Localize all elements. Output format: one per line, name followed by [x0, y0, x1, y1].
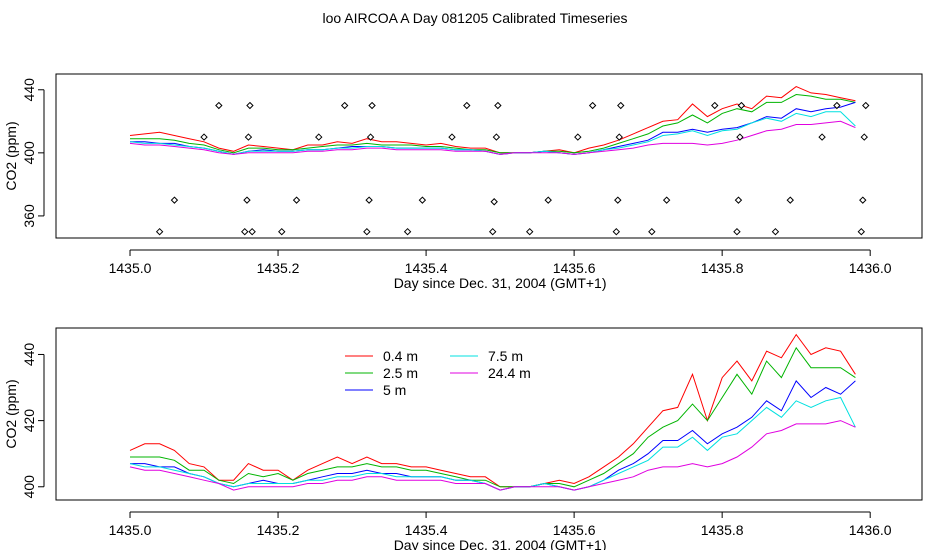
calibration-marker — [737, 101, 746, 110]
x-tick-label: 1435.0 — [109, 522, 152, 538]
calibration-marker — [574, 133, 582, 141]
calibration-marker — [818, 133, 826, 141]
calibration-marker — [615, 133, 623, 141]
calibration-marker — [786, 196, 794, 204]
calibration-marker — [860, 133, 868, 141]
calibration-marker — [241, 227, 249, 236]
calibration-marker — [859, 196, 867, 204]
calibration-marker — [243, 196, 251, 204]
calibration-marker — [544, 196, 552, 204]
calibration-marker — [526, 227, 534, 236]
calibration-marker — [648, 227, 656, 236]
legend-label: 2.5 m — [383, 365, 418, 381]
calibration-marker — [492, 133, 501, 141]
chart-panel-1: 1435.0 1435.2 1435.4 1435.6 1435.8 1436.0 Day … — [3, 73, 923, 291]
chart-main-title: loo AIRCOA A Day 081205 Calibrated Times… — [322, 10, 628, 26]
series-line-7-5-m — [129, 396, 856, 491]
calibration-marker — [463, 101, 471, 110]
plot-frame — [55, 73, 923, 239]
calibration-marker — [246, 101, 254, 110]
x-tick-label: 1436.0 — [849, 260, 892, 276]
calibration-marker — [734, 196, 743, 204]
calibration-marker — [340, 101, 349, 110]
calibration-marker — [490, 198, 498, 206]
calibration-marker — [418, 196, 427, 204]
calibration-marker — [614, 196, 622, 204]
calibration-marker — [248, 227, 256, 236]
calibration-marker — [771, 227, 780, 236]
calibration-marker — [857, 227, 866, 236]
legend: 0.4 m2.5 m5 m 7.5 m24.4 m — [345, 348, 531, 398]
x-tick-label: 1435.8 — [701, 522, 744, 538]
calibration-marker — [617, 101, 625, 110]
y-tick-label: 440 — [21, 78, 37, 102]
x-tick-label: 1435.2 — [257, 522, 300, 538]
y-tick-label: 360 — [21, 204, 37, 228]
y-tick-label: 400 — [21, 141, 37, 165]
series-line-24-4-m — [129, 420, 856, 491]
calibration-marker — [662, 196, 671, 204]
calibration-marker — [711, 101, 719, 110]
series-line-0-4-m — [129, 333, 856, 488]
x-tick-label: 1435.4 — [405, 522, 448, 538]
legend-label: 7.5 m — [488, 348, 523, 364]
x-axis-title: Day since Dec. 31, 2004 (GMT+1) — [394, 537, 607, 550]
calibration-marker — [588, 101, 597, 110]
legend-label: 0.4 m — [383, 348, 418, 364]
x-tick-label: 1435.4 — [405, 260, 448, 276]
y-axis-title: CO2 (ppm) — [3, 121, 19, 190]
plot-frame — [55, 327, 923, 501]
series-line-0-4-m — [129, 86, 856, 154]
x-tick-label: 1435.6 — [553, 522, 596, 538]
chart-panel-2: 1435.0 1435.2 1435.4 1435.6 1435.8 1436.0 Day … — [3, 327, 923, 550]
x-tick-label: 1435.8 — [701, 260, 744, 276]
calibration-marker — [612, 227, 621, 236]
calibration-marker — [315, 133, 323, 141]
legend-label: 5 m — [383, 382, 406, 398]
calibration-marker — [733, 227, 741, 236]
calibration-marker — [403, 227, 412, 236]
calibration-marker — [244, 133, 253, 141]
x-axis-title: Day since Dec. 31, 2004 (GMT+1) — [394, 275, 607, 291]
calibration-marker — [155, 227, 164, 236]
calibration-marker — [215, 101, 223, 110]
calibration-marker — [366, 133, 375, 141]
calibration-marker — [170, 196, 179, 204]
calibration-marker — [292, 196, 301, 204]
calibration-marker — [736, 133, 744, 141]
calibration-marker — [363, 227, 371, 236]
series-line-24-4-m — [129, 120, 856, 155]
calibration-marker — [368, 101, 376, 110]
calibration-marker — [365, 196, 373, 204]
y-tick-label: 400 — [21, 475, 37, 499]
calibration-marker — [833, 101, 841, 110]
calibration-marker — [488, 227, 497, 236]
y-tick-label: 440 — [21, 343, 37, 367]
series-line-2-5-m — [130, 93, 856, 154]
y-axis-title: CO2 (ppm) — [3, 379, 19, 448]
series-line-7-5-m — [129, 111, 856, 155]
calibration-marker — [494, 101, 502, 110]
series-line-2-5-m — [130, 346, 856, 488]
legend-label: 24.4 m — [488, 365, 531, 381]
y-tick-label: 420 — [21, 409, 37, 433]
x-tick-label: 1435.2 — [257, 260, 300, 276]
calibration-marker — [862, 101, 870, 110]
calibration-marker — [278, 227, 286, 236]
calibration-marker — [448, 133, 456, 141]
calibration-marker — [200, 133, 208, 141]
x-tick-label: 1436.0 — [849, 522, 892, 538]
x-tick-label: 1435.0 — [109, 260, 152, 276]
x-tick-label: 1435.6 — [553, 260, 596, 276]
